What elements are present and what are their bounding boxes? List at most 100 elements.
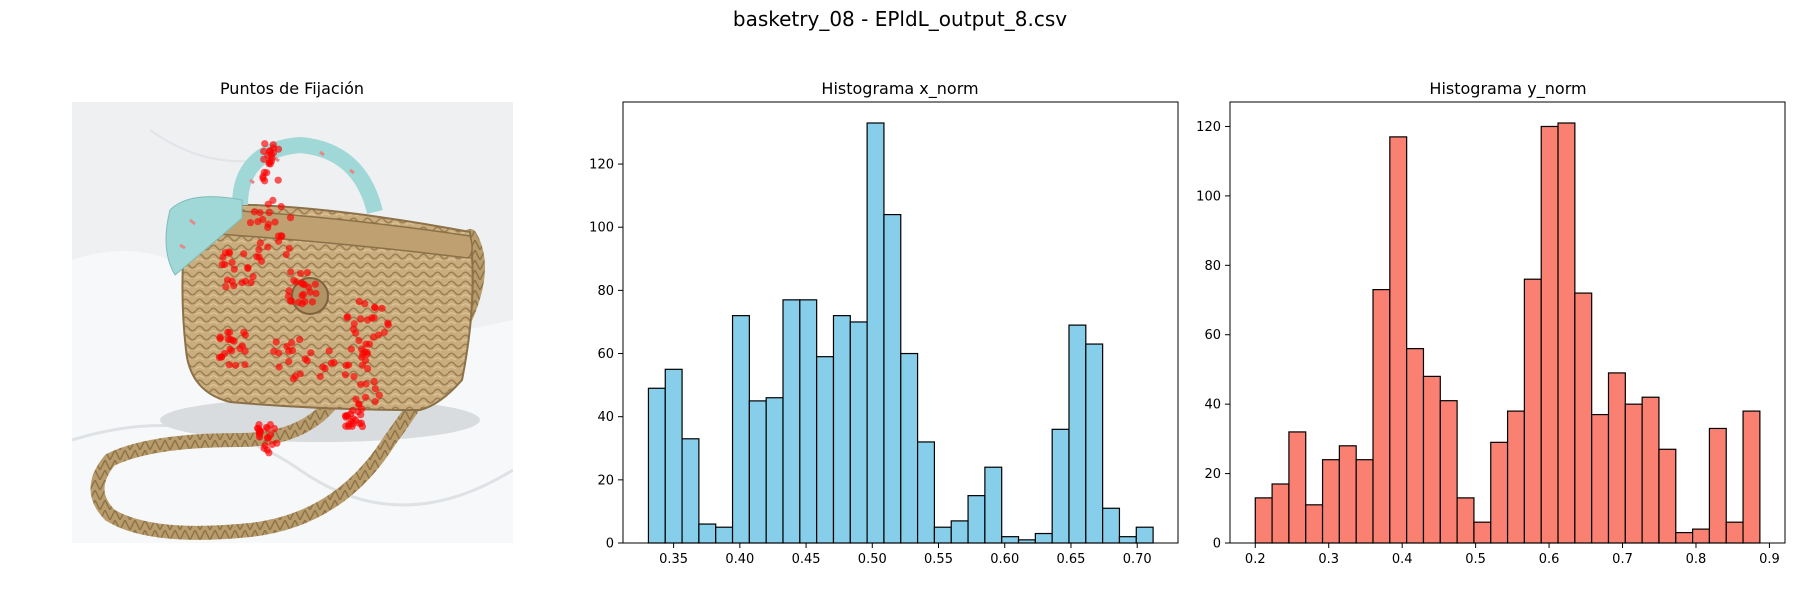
y-histogram-xtick-label: 0.3 [1318, 552, 1339, 567]
fixation-point [311, 280, 320, 288]
x-histogram: Histograma x_norm 0.35 0.40 0.45 0.50 0.55 0.… [589, 79, 1179, 567]
y-histogram-ytick-label: 20 [1204, 467, 1221, 482]
fixation-point [264, 243, 272, 251]
fixation-point [264, 151, 272, 160]
fixation-point [296, 370, 304, 378]
fixation-point [218, 353, 226, 361]
x-histogram-yticks: 0 20 40 60 80 100 120 [589, 158, 623, 552]
x-histogram-xtick-label: 0.50 [858, 552, 887, 567]
fixation-point [247, 279, 255, 287]
x-histogram-bar [1118, 536, 1137, 544]
fixation-point [357, 345, 366, 353]
fixation-point [288, 297, 296, 305]
y-histogram-bar [1372, 289, 1391, 544]
y-histogram-bar [1406, 348, 1425, 544]
fixation-point [363, 348, 371, 356]
fixation-point [371, 385, 379, 393]
fixation-point [361, 356, 370, 364]
fixation-point [246, 219, 255, 227]
fixation-point [228, 258, 236, 266]
y-histogram-bar [1607, 372, 1626, 544]
fixation-point [261, 140, 269, 148]
fixation-point [228, 277, 236, 285]
fixation-point [375, 391, 383, 399]
fixation-point [357, 411, 365, 419]
fixation-point [298, 300, 306, 308]
fixation-point [362, 340, 370, 348]
y-histogram-bar [1658, 448, 1677, 544]
fixation-point [289, 375, 297, 383]
fixation-point [285, 244, 293, 252]
fixation-point [274, 145, 283, 153]
y-histogram-ytick-label: 0 [1213, 537, 1221, 552]
fixation-point [264, 220, 272, 228]
y-histogram-ytick-label: 60 [1204, 328, 1221, 343]
y-histogram-bar [1473, 521, 1492, 544]
x-histogram-ytick-label: 40 [597, 410, 614, 425]
x-histogram-bar [933, 526, 952, 544]
fixation-point [253, 253, 261, 261]
x-histogram-bar [698, 523, 717, 544]
x-histogram-ytick-label: 0 [606, 537, 614, 552]
y-histogram-bar [1271, 483, 1290, 544]
y-histogram-bar [1708, 427, 1727, 544]
fixation-point [238, 342, 246, 350]
fixation-point [356, 315, 365, 323]
fixation-point [271, 218, 279, 226]
y-histogram-bar [1254, 497, 1273, 544]
fixation-point [262, 423, 271, 432]
fixation-point [285, 357, 293, 366]
x-histogram-bar [1001, 536, 1020, 544]
fixation-point [224, 335, 232, 344]
x-histogram-bar [1034, 532, 1053, 544]
fixation-point [368, 314, 376, 322]
x-histogram-xtick-label: 0.70 [1123, 552, 1152, 567]
fixation-point [347, 417, 356, 425]
fixation-point [355, 336, 363, 345]
fixation-point [371, 304, 379, 312]
y-histogram-bar [1355, 459, 1374, 544]
fixation-point [308, 298, 316, 306]
x-histogram-ytick-label: 120 [589, 158, 614, 173]
x-histogram-bar [715, 526, 734, 544]
fixation-point [255, 420, 263, 429]
fixation-point [228, 347, 236, 355]
fixation-point [357, 380, 365, 389]
fixation-point [240, 250, 248, 258]
x-histogram-bar [664, 368, 683, 544]
x-histogram-bar [799, 299, 818, 544]
scarf-handle [232, 136, 383, 215]
x-histogram-frame [622, 101, 1179, 544]
x-histogram-xtick-label: 0.35 [659, 552, 688, 567]
x-histogram-bar [1102, 507, 1121, 544]
y-histogram-xticks: 0.2 0.3 0.4 0.5 0.6 0.7 0.8 0.9 [1245, 543, 1780, 567]
x-histogram-bar [782, 299, 801, 544]
x-histogram-ytick-label: 20 [597, 473, 614, 488]
x-histogram-xtick-label: 0.60 [990, 552, 1019, 567]
fixation-point [343, 314, 351, 322]
x-histogram-bar [731, 315, 750, 544]
y-histogram: Histograma y_norm 0.2 0.3 0.4 0.5 0.6 0.7 0.8 0… [1196, 79, 1786, 567]
fixation-point [275, 237, 283, 245]
y-histogram-bar [1523, 278, 1542, 544]
fixation-point [256, 208, 264, 217]
fixation-point [241, 361, 249, 369]
fixation-point [225, 248, 233, 256]
fixation-point [357, 419, 366, 427]
y-histogram-xtick-label: 0.9 [1759, 552, 1780, 567]
y-histogram-bar [1456, 497, 1475, 544]
fixation-point [250, 208, 258, 216]
fixation-point [358, 405, 366, 413]
x-histogram-bar [916, 441, 936, 544]
fixation-point [380, 328, 388, 336]
y-histogram-bar [1557, 122, 1576, 544]
fixation-point [267, 431, 275, 439]
y-histogram-xtick-label: 0.4 [1392, 552, 1413, 567]
y-histogram-bar [1624, 403, 1643, 544]
x-histogram-bar [748, 400, 767, 544]
fixation-point [371, 398, 379, 406]
fixation-point [277, 232, 285, 240]
fixation-point [270, 424, 279, 433]
fixation-point [352, 329, 360, 337]
fixation-point [290, 276, 298, 284]
